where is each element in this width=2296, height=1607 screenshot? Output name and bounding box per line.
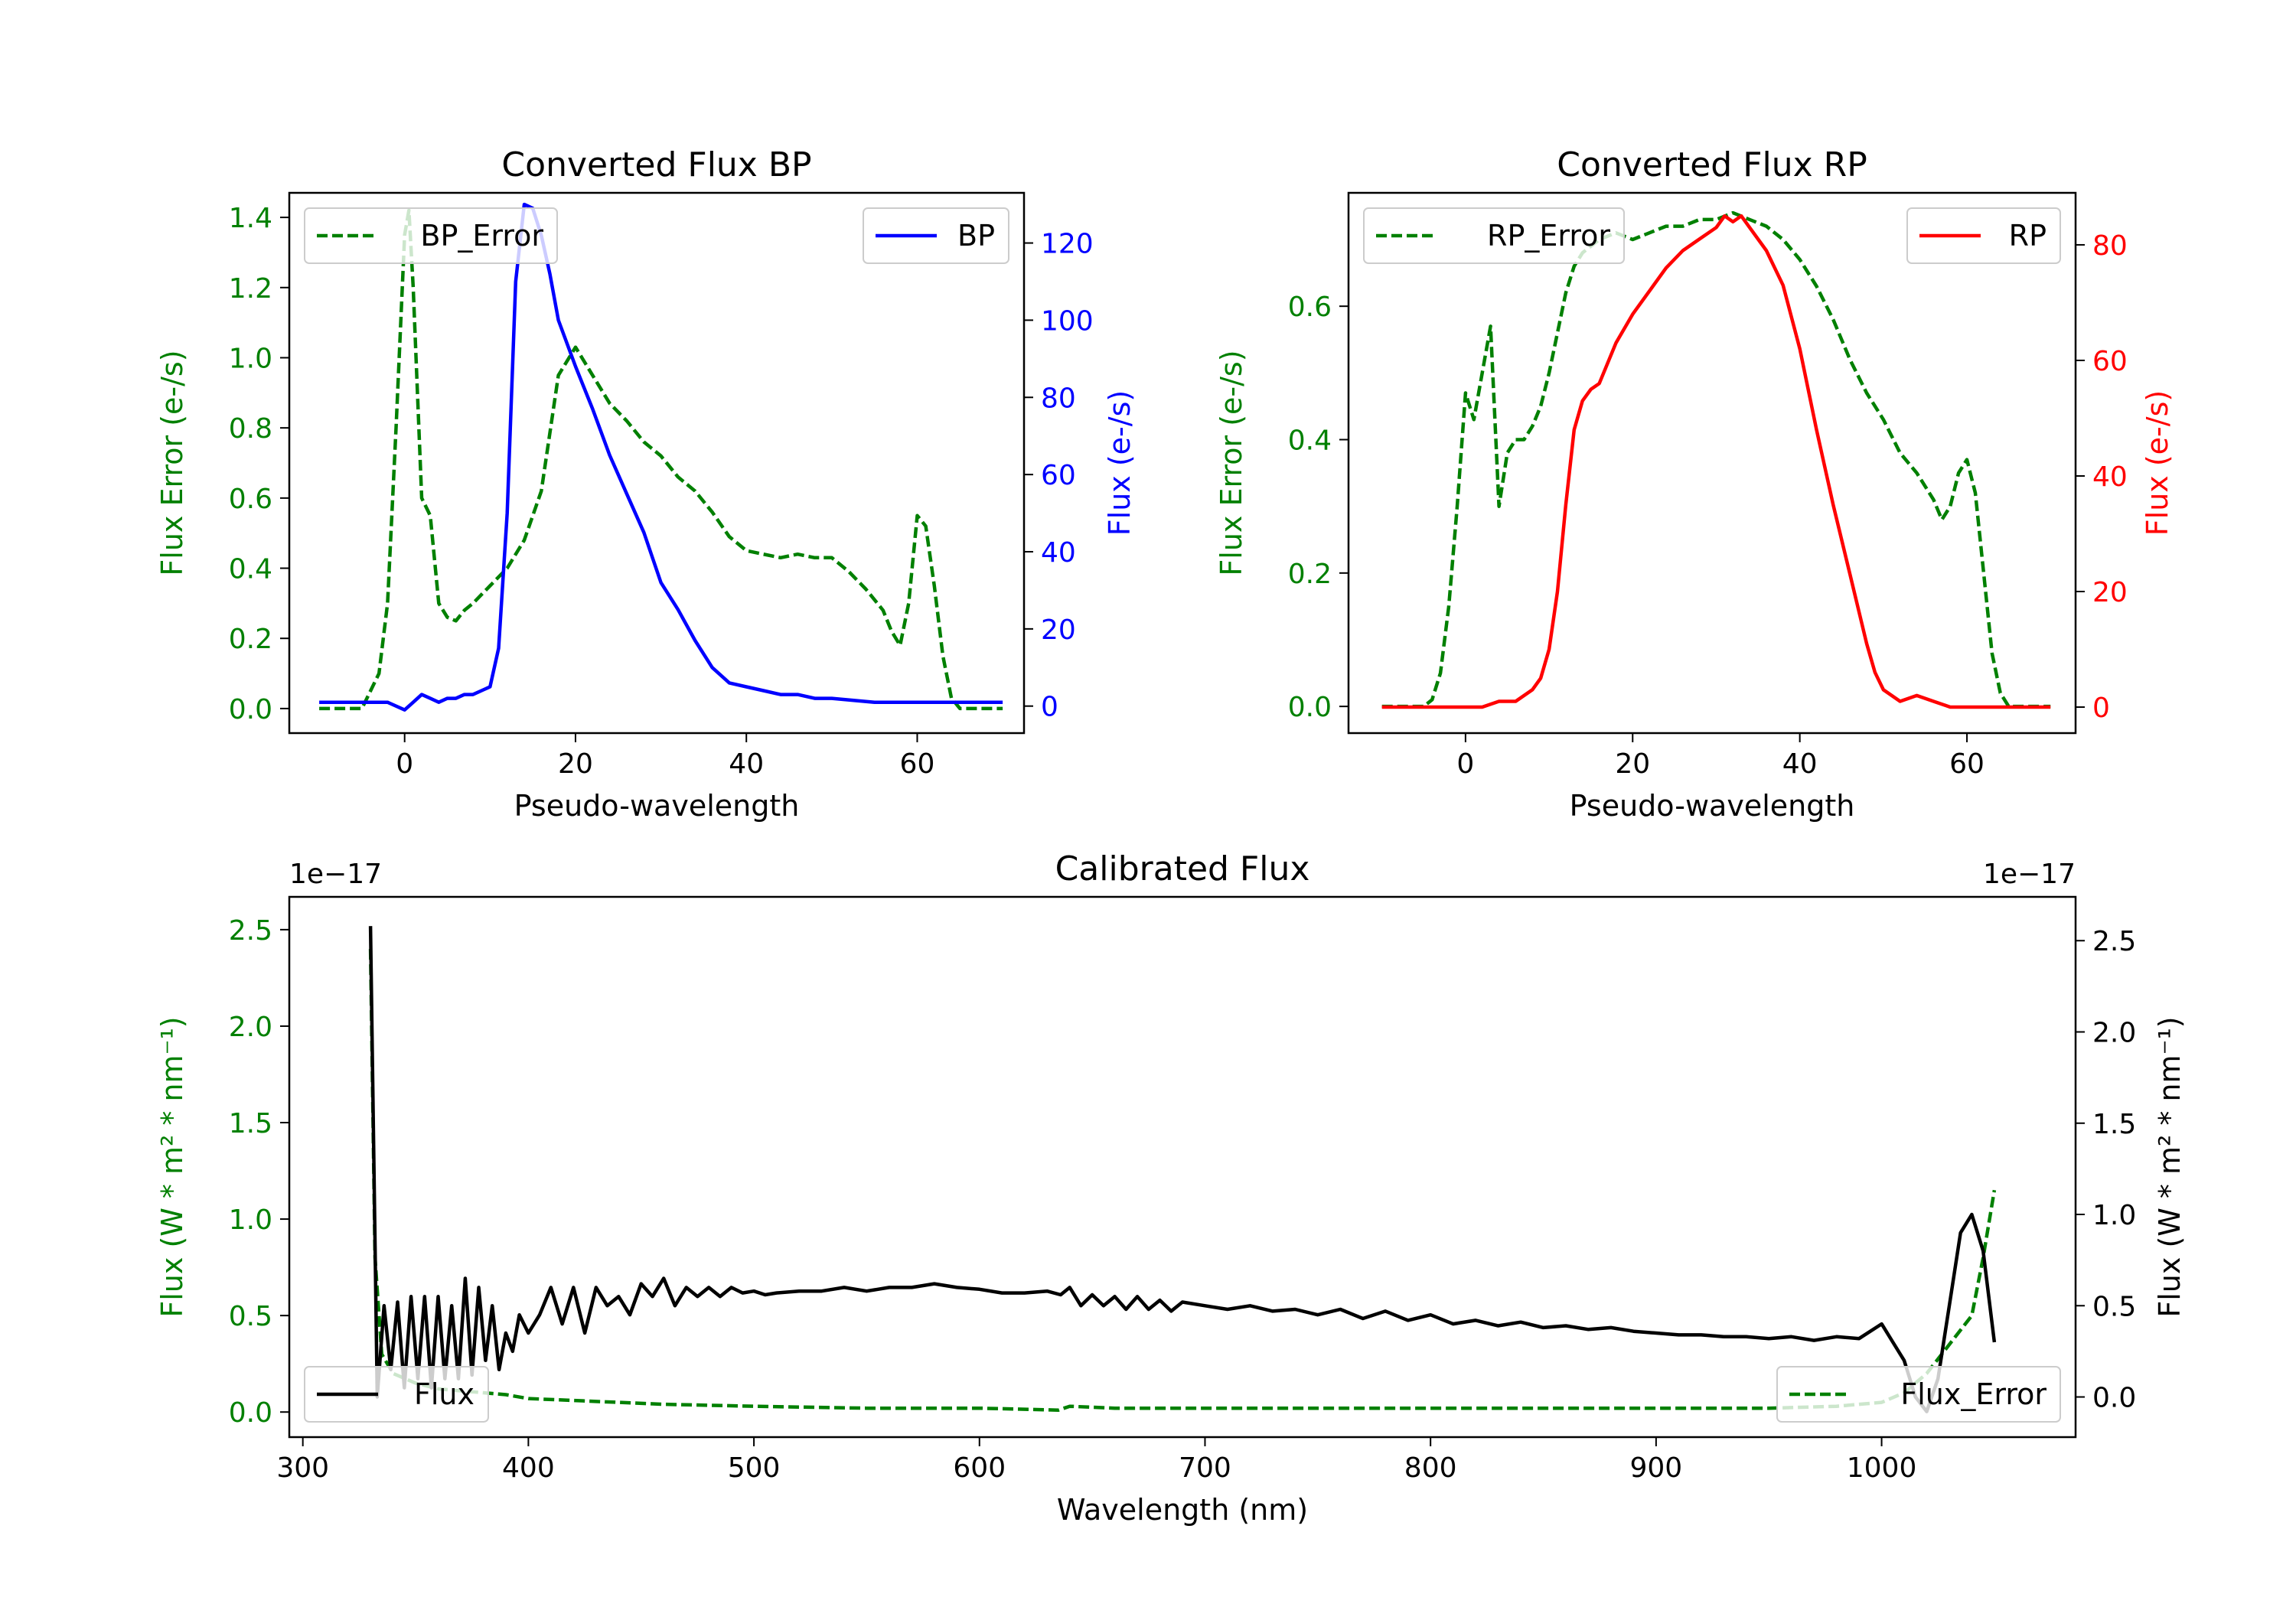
y-left-tick-label: 1.0 [229,343,272,374]
y-right-tick-label: 20 [1041,614,1076,646]
x-axis-label: Pseudo-wavelength [1570,789,1855,823]
chart-calibrated: 300 400 500 600 700 800 900 1000 0.0 0.5 1.0 1.5 2.0… [155,849,2187,1527]
y-left-tick-label: 1.2 [229,273,272,305]
legend-box [304,207,558,264]
chart-title: Converted Flux BP [501,145,811,184]
y-right-tick-label: 40 [2092,461,2128,493]
plot-frame [288,191,1026,735]
x-tick-label: 700 [1179,1452,1231,1484]
y-left-tick-label: 0.2 [1288,559,1332,590]
y-left-tick-label: 1.0 [229,1204,272,1236]
series-line-rp [1381,214,2051,709]
y-left-tick-label: 0.0 [1288,692,1332,723]
series-line-bp-error [319,208,1003,711]
y-right-tick-label: 120 [1041,229,1094,260]
x-tick-label: 0 [396,748,413,780]
legend-box [1363,207,1625,264]
y-left-tick-label: 0.5 [229,1301,272,1332]
y-right-axis-label: Flux (W * m² * nm⁻¹) [2153,1016,2187,1317]
y-right-tick-label: 20 [2092,577,2128,608]
y-left-tick-label: 1.5 [229,1108,272,1139]
legend-box [304,1366,489,1423]
legend-label: RP_Error [1487,219,1610,253]
y-right-tick-label: 80 [1041,383,1076,414]
legend-label: Flux [414,1377,475,1411]
plot-frame [1347,191,2077,735]
legend-flux: Flux [304,1366,489,1423]
y-right-tick-label: 60 [2092,346,2128,377]
chart-rp: 0 20 40 60 0.0 0.2 0.4 0.6 0 20 40 60 80 Converted Fl… [1215,145,2174,823]
y-right-tick-label: 2.5 [2092,926,2136,957]
y-right-offset-text: 1e−17 [1983,859,2076,890]
y-right-tick-label: 2.0 [2092,1018,2136,1049]
x-axis-label: Pseudo-wavelength [514,789,800,823]
x-tick-label: 40 [729,748,764,780]
y-left-tick-label: 0.0 [229,694,272,725]
y-left-tick-label: 2.0 [229,1012,272,1043]
x-tick-label: 20 [1615,748,1650,780]
y-left-tick-label: 2.5 [229,915,272,947]
x-tick-label: 60 [1949,748,1985,780]
x-axis-label: Wavelength (nm) [1057,1493,1308,1527]
series-line-rp-error [1381,210,2051,709]
chart-bp: 0 20 40 60 0.0 0.2 0.4 0.6 0.8 1.0 1.2 1.4 0 20 40 60 80… [155,145,1137,823]
x-tick-label: 60 [900,748,935,780]
legend-bp-error: BP_Error [304,207,558,264]
y-left-tick-label: 1.4 [229,203,272,234]
y-right-tick-label: 40 [1041,537,1076,569]
y-right-tick-label: 100 [1041,305,1094,337]
legend-label: RP [2009,219,2047,253]
legend-label: BP [957,219,995,253]
x-tick-label: 20 [558,748,593,780]
series-line-flux [368,926,1997,1413]
legend-rp: RP [1906,207,2061,264]
x-tick-label: 1000 [1847,1452,1917,1484]
y-left-axis-label: Flux Error (e-/s) [155,350,189,575]
y-left-tick-label: 0.0 [229,1397,272,1429]
y-right-tick-label: 1.0 [2092,1200,2136,1231]
y-left-tick-label: 0.4 [1288,425,1332,456]
y-left-axis-label: Flux Error (e-/s) [1215,350,1248,575]
legend-box [1906,207,2061,264]
plot-frame [288,895,2077,1439]
y-right-tick-label: 80 [2092,230,2128,262]
series-line-bp [319,202,1003,712]
y-right-tick-label: 0.0 [2092,1383,2136,1414]
y-left-tick-label: 0.8 [229,413,272,445]
y-right-tick-label: 0 [1041,692,1058,723]
y-left-tick-label: 0.2 [229,624,272,655]
x-tick-label: 600 [953,1452,1006,1484]
legend-box [1776,1366,2061,1423]
x-tick-label: 500 [728,1452,781,1484]
legend-flux-error: Flux_Error [1776,1366,2061,1423]
chart-title: Calibrated Flux [1055,849,1310,888]
legend-bp: BP [863,207,1009,264]
x-tick-label: 0 [1456,748,1474,780]
y-right-tick-label: 1.5 [2092,1109,2136,1140]
legend-rp-error: RP_Error [1363,207,1625,264]
x-tick-label: 300 [276,1452,329,1484]
x-tick-label: 40 [1782,748,1818,780]
legend-label: Flux_Error [1900,1377,2047,1411]
y-left-offset-text: 1e−17 [289,859,382,890]
chart-title: Converted Flux RP [1557,145,1867,184]
y-right-tick-label: 0 [2092,693,2110,724]
y-left-tick-label: 0.4 [229,554,272,585]
chart-panels: 0 20 40 60 0.0 0.2 0.4 0.6 0.8 1.0 1.2 1.4 0 20 40 60 80… [155,145,2187,1527]
x-tick-label: 900 [1630,1452,1683,1484]
x-tick-label: 400 [502,1452,555,1484]
y-right-axis-label: Flux (e-/s) [1103,390,1137,536]
y-right-tick-label: 60 [1041,460,1076,491]
x-tick-label: 800 [1404,1452,1457,1484]
y-left-axis-label: Flux (W * m² * nm⁻¹) [155,1016,189,1317]
y-right-axis-label: Flux (e-/s) [2141,390,2174,536]
y-right-tick-label: 0.5 [2092,1291,2136,1322]
y-left-tick-label: 0.6 [229,484,272,515]
y-left-tick-label: 0.6 [1288,292,1332,323]
legend-label: BP_Error [420,219,543,253]
